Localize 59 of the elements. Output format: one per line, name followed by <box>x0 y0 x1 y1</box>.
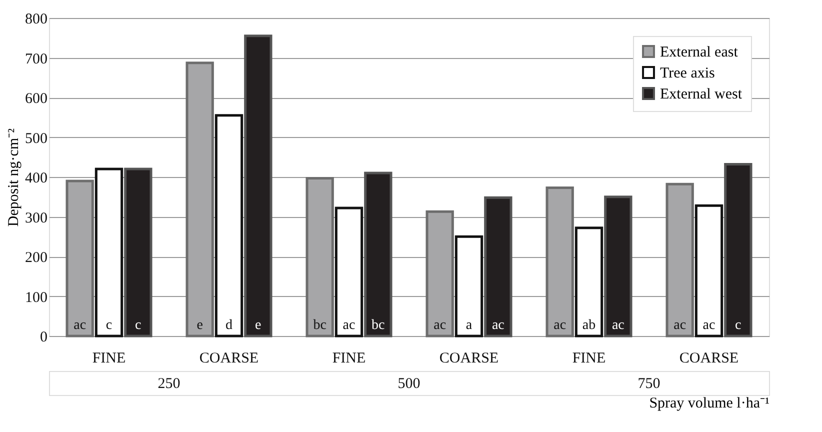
bar <box>694 204 724 338</box>
y-tick-label: 500 <box>25 130 48 147</box>
y-tick-label: 0 <box>40 330 48 346</box>
x-tick-label: COARSE <box>199 350 259 366</box>
data-label: e <box>196 318 203 333</box>
bar <box>66 180 94 338</box>
y-tick-label: 100 <box>25 290 48 306</box>
bar <box>334 206 364 338</box>
bar <box>124 168 152 338</box>
y-tick-label: 800 <box>25 12 48 28</box>
bar <box>94 168 124 338</box>
legend-label: External west <box>660 86 743 102</box>
bar <box>604 196 632 338</box>
bar <box>574 226 604 338</box>
x-tick-label: FINE <box>92 350 126 366</box>
data-label: ac <box>74 318 86 333</box>
bar <box>546 186 574 338</box>
y-axis-title: Deposit ng·cm⁻² <box>6 128 22 227</box>
data-label: ac <box>554 318 566 333</box>
bar <box>306 176 334 338</box>
data-label: ac <box>674 318 686 333</box>
x-tick-label: FINE <box>572 350 606 366</box>
data-label: a <box>466 318 473 333</box>
bar <box>364 172 392 338</box>
x-tick-label: COARSE <box>439 350 499 366</box>
legend-label: External east <box>660 44 739 60</box>
data-label: bc <box>372 318 385 333</box>
data-label: c <box>135 318 142 333</box>
x-tick-label: COARSE <box>679 350 739 366</box>
bar <box>426 210 454 338</box>
bar <box>484 196 512 338</box>
text: 250 <box>158 376 180 392</box>
data-label: e <box>255 318 262 333</box>
bar <box>214 114 244 338</box>
data-label: bc <box>313 318 326 333</box>
text: 500 <box>398 376 420 392</box>
y-tick-label: 700 <box>25 51 48 68</box>
legend-label: Tree axis <box>660 66 716 82</box>
data-label: ac <box>492 318 504 333</box>
data-label: ac <box>434 318 446 333</box>
y-tick-label: 300 <box>25 210 48 226</box>
data-label: ab <box>582 318 596 333</box>
y-tick-label: 600 <box>25 91 48 107</box>
bar <box>244 34 272 338</box>
data-label: ac <box>612 318 624 333</box>
x-tick-label: FINE <box>332 350 366 366</box>
data-label: ac <box>702 318 716 333</box>
data-label: c <box>735 318 742 333</box>
data-label: d <box>226 318 232 333</box>
data-label: ac <box>342 318 356 333</box>
text: 750 <box>638 376 660 392</box>
bar <box>186 62 214 338</box>
bar <box>454 235 484 338</box>
bar <box>666 182 694 338</box>
bar <box>724 163 752 338</box>
x-axis-title: Spray volume l·ha⁻¹ <box>649 396 770 412</box>
data-label: c <box>106 318 112 333</box>
y-tick-label: 200 <box>25 250 48 266</box>
y-tick-label: 400 <box>25 170 48 186</box>
